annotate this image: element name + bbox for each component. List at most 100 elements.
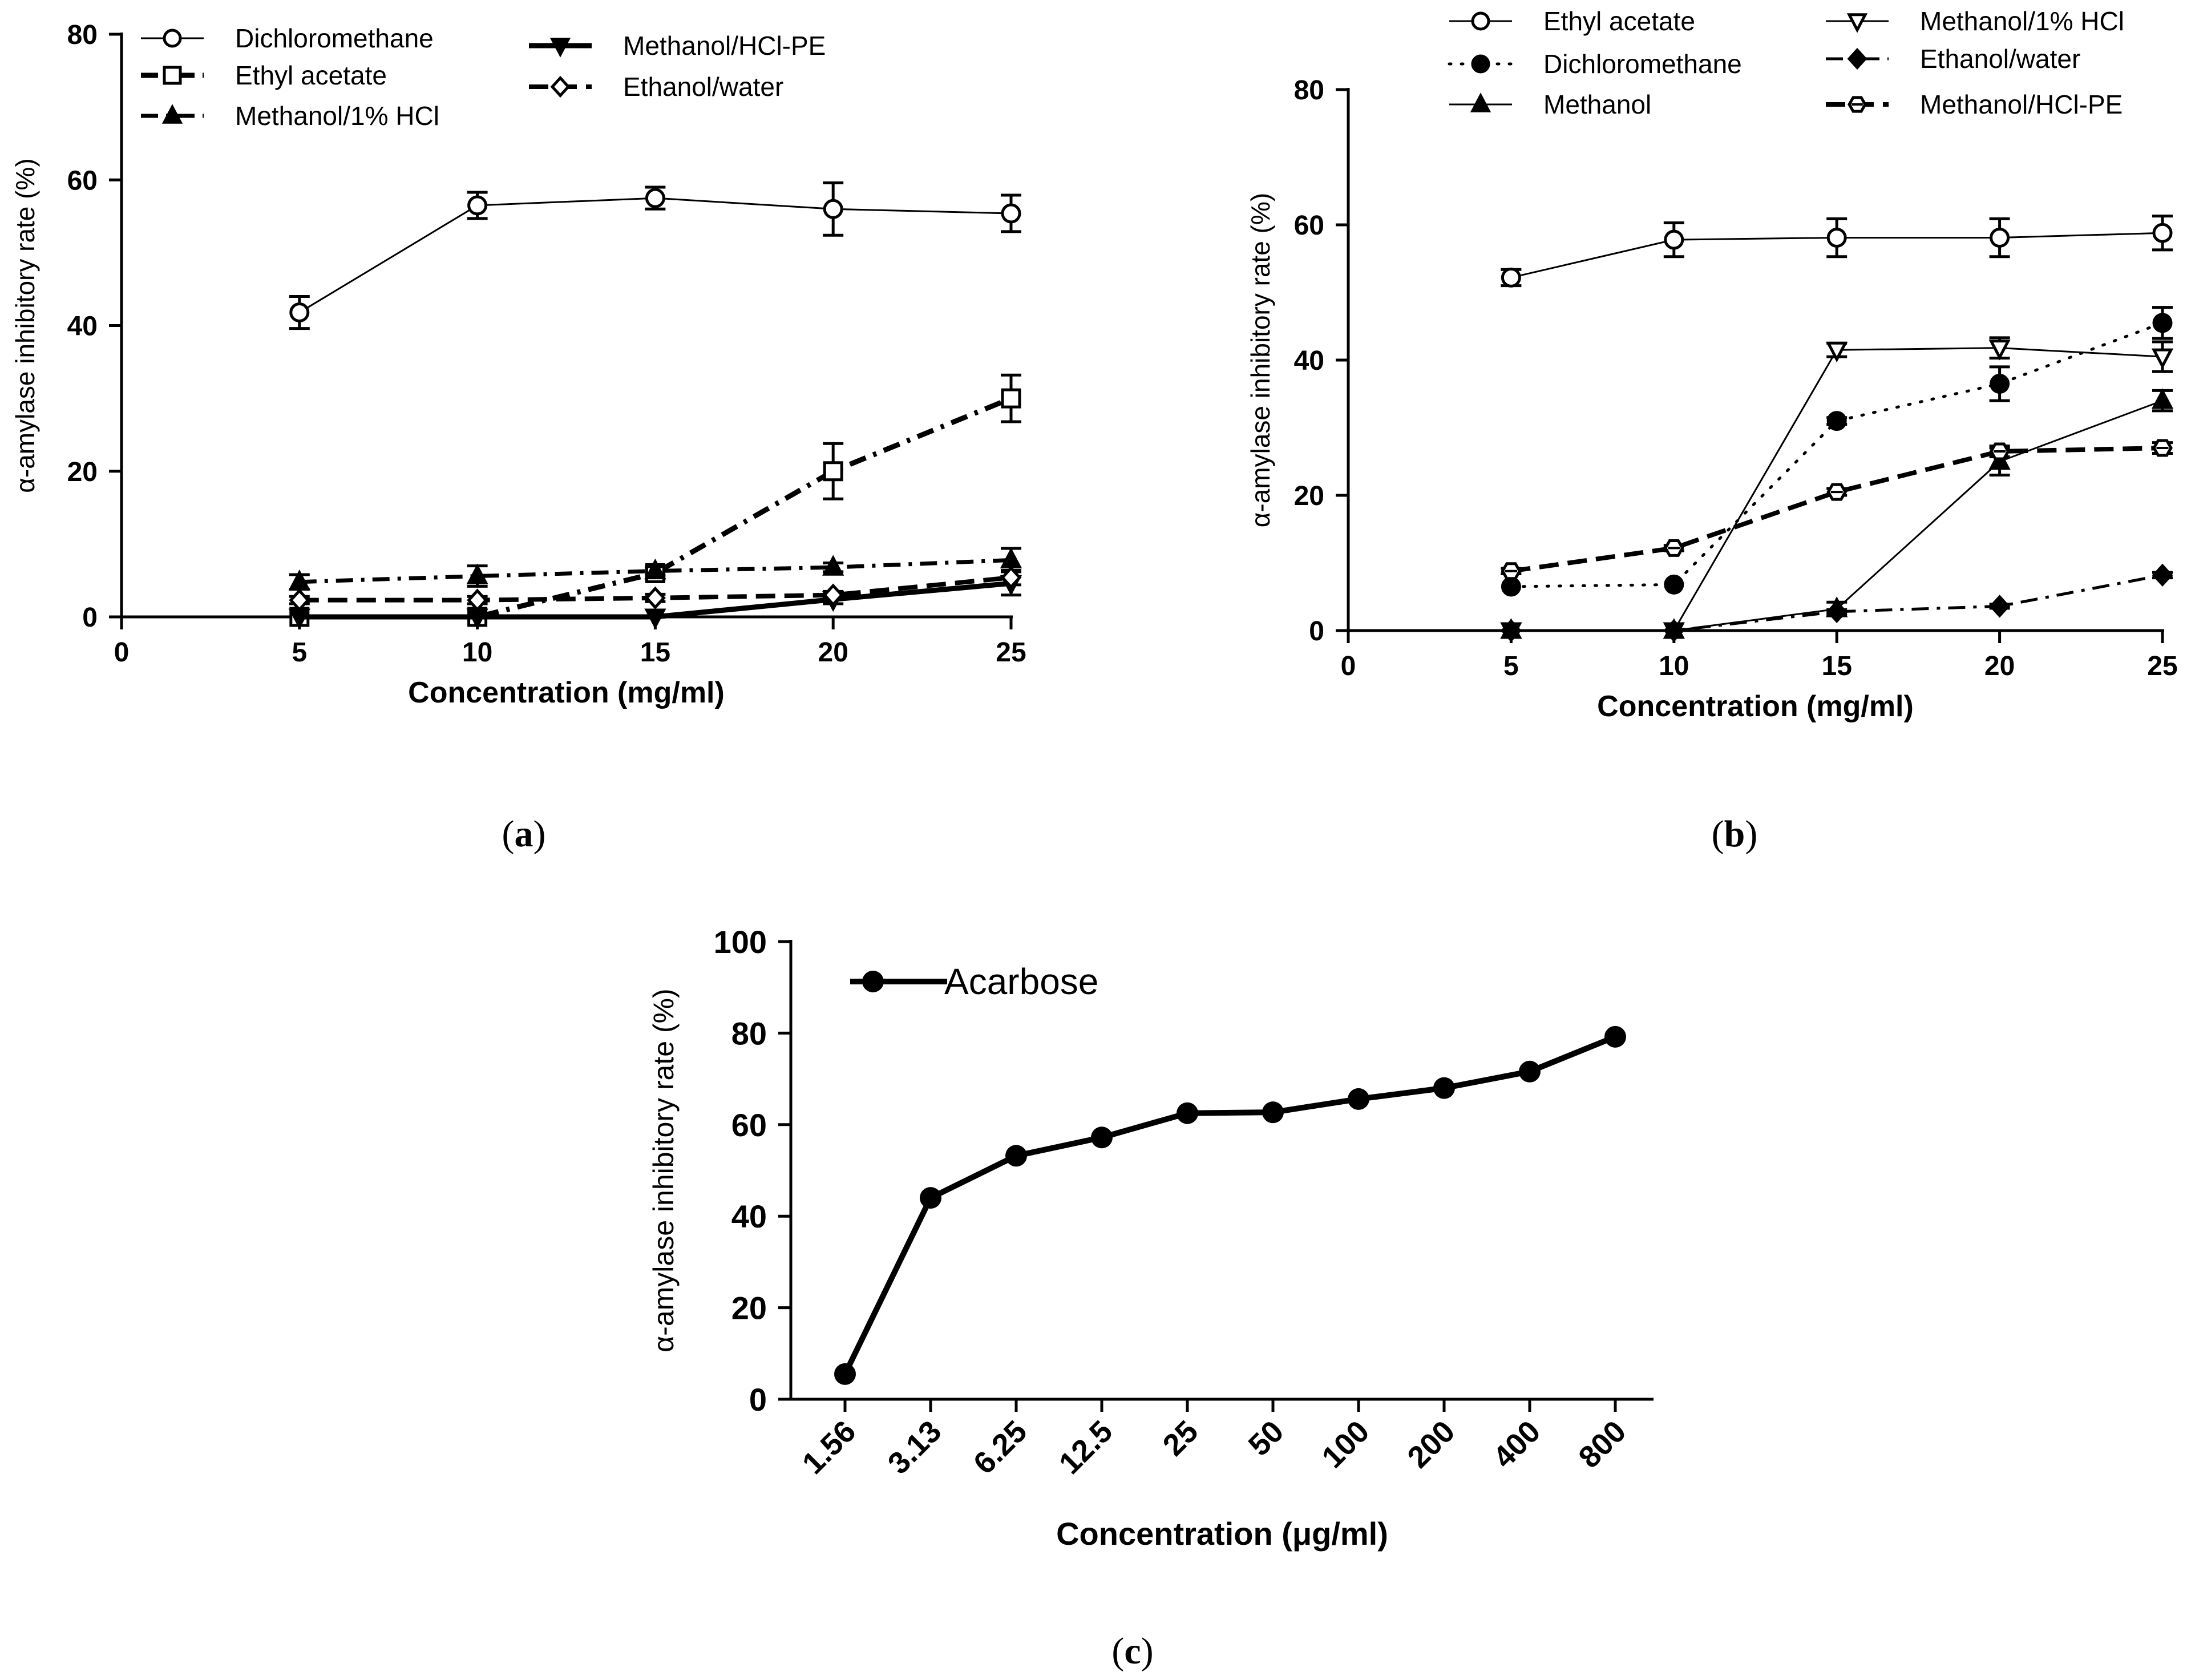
- data-point: [1663, 619, 1685, 643]
- y-tick-label: 40: [1294, 346, 1324, 376]
- y-tick-label: 80: [67, 20, 98, 50]
- legend-label: Methanol/HCl-PE: [1920, 90, 2123, 119]
- x-tick-label: 0: [1341, 651, 1356, 681]
- series-line: [1509, 321, 2164, 588]
- legend-marker: [163, 66, 182, 85]
- x-axis-title: Concentration (mg/ml): [1597, 690, 1914, 723]
- x-tick-label: 20: [818, 637, 848, 668]
- data-point: [467, 588, 488, 612]
- panel-label-open: (: [1712, 813, 1724, 855]
- series-ethyl-acetate: [1501, 215, 2173, 288]
- legend-item-dichloromethane: Dichloromethane: [1448, 49, 1742, 79]
- panel-label: (c): [1111, 1630, 1153, 1672]
- data-point: [834, 1363, 856, 1385]
- x-tick-label: 200: [1401, 1414, 1461, 1475]
- legend-item-methanol-hcl-pe: Methanol/HCl-PE: [1826, 90, 2123, 119]
- y-tick-label: 80: [1294, 75, 1324, 106]
- x-tick-label: 5: [292, 637, 307, 668]
- series-ethanol-water: [1501, 563, 2173, 643]
- legend-marker: [1847, 47, 1867, 70]
- series-methanol-hcl-pe: [1501, 439, 2173, 580]
- x-tick-label: 3.13: [882, 1414, 948, 1481]
- data-point: [645, 188, 665, 208]
- chart-panel-b: 0 20 40 60 80 0 5 10 15 20 25 Concentration (mg/ml)…: [1246, 6, 2178, 855]
- x-tick-label: 10: [1659, 651, 1689, 681]
- legend-marker: [549, 38, 571, 58]
- legend-item-methanol: Methanol: [1449, 90, 1651, 119]
- legend-label: Methanol/HCl-PE: [623, 31, 826, 60]
- data-point: [1604, 1025, 1626, 1048]
- x-tick-label: 100: [1315, 1414, 1376, 1475]
- data-point: [822, 583, 844, 607]
- legend-marker: [1470, 92, 1491, 112]
- series-methanol-1-hcl: [288, 547, 1022, 591]
- legend-label: Methanol/1% HCl: [1920, 6, 2124, 36]
- x-tick-label: 25: [996, 637, 1026, 668]
- data-point: [644, 608, 666, 629]
- data-point: [1664, 229, 1684, 250]
- data-point: [2152, 223, 2173, 243]
- x-axis-title: Concentration (mg/ml): [408, 676, 725, 709]
- x-tick-label: 800: [1572, 1414, 1632, 1475]
- legend-item-ethyl-acetate: Ethyl acetate: [1449, 6, 1695, 36]
- data-point: [1001, 388, 1021, 409]
- legend-marker: [1846, 13, 1868, 33]
- data-point: [467, 195, 488, 216]
- x-tick-label: 5: [1503, 651, 1519, 681]
- data-point: [1988, 340, 2011, 361]
- legend-marker: [550, 75, 571, 98]
- data-point: [1433, 1077, 1455, 1099]
- y-tick-label: 60: [67, 165, 98, 196]
- x-tick-label: 12.5: [1053, 1414, 1119, 1481]
- x-tick-label: 25: [1157, 1414, 1205, 1463]
- data-point: [645, 586, 666, 610]
- legend-marker: [1471, 11, 1490, 31]
- data-point: [1091, 1126, 1113, 1149]
- panel-label-letter: b: [1724, 813, 1745, 855]
- x-tick-label: 10: [462, 637, 492, 668]
- series-acarbose: [834, 1025, 1626, 1385]
- x-tick-label: 25: [2147, 651, 2177, 681]
- legend-label: Dichloromethane: [235, 23, 434, 53]
- legend-item-dichloromethane: Dichloromethane: [141, 23, 434, 53]
- panel-label-close: ): [533, 813, 546, 855]
- data-point: [1501, 576, 1521, 597]
- series-dichloromethane: [1501, 306, 2173, 597]
- panel-label-open: (: [1111, 1630, 1124, 1672]
- data-point: [1664, 574, 1684, 595]
- x-tick-label: 0: [114, 637, 130, 668]
- data-point: [2151, 388, 2174, 409]
- panel-label-letter: c: [1124, 1630, 1141, 1672]
- legend-item-methanol-1-hcl: Methanol/1% HCl: [1826, 6, 2124, 36]
- x-tick-label: 15: [640, 637, 670, 668]
- panel-label-open: (: [502, 813, 515, 855]
- data-point: [1519, 1060, 1541, 1083]
- x-tick-label: 50: [1242, 1414, 1291, 1463]
- y-tick-label: 20: [67, 457, 98, 487]
- data-point: [466, 563, 488, 585]
- data-point: [1826, 341, 1848, 363]
- data-point: [1501, 619, 1522, 643]
- legend-label: Ethanol/water: [1920, 44, 2080, 74]
- legend-item-methanol-1-hcl: Methanol/1% HCl: [141, 101, 439, 131]
- series-line: [1510, 446, 2163, 574]
- x-axis-title: Concentration (μg/ml): [1056, 1516, 1388, 1552]
- data-point: [1348, 1088, 1369, 1110]
- legend-item-methanol-hcl-pe: Methanol/HCl-PE: [529, 31, 826, 60]
- x-tick-label: 6.25: [967, 1414, 1034, 1481]
- y-tick-label: 60: [1294, 211, 1324, 241]
- data-point: [2151, 348, 2174, 369]
- data-point: [1826, 411, 1847, 431]
- data-point: [1177, 1102, 1198, 1124]
- y-tick-label: 0: [749, 1382, 767, 1418]
- legend-label: Ethyl acetate: [1543, 6, 1695, 36]
- series-line: [1511, 399, 2163, 632]
- chart-panel-c: 0 20 40 60 80 100 1.56 3.13 6.25 12.5 25 50 100 200 40…: [648, 924, 1654, 1672]
- y-tick-label: 0: [82, 603, 98, 633]
- x-tick-label: 1.56: [796, 1414, 863, 1481]
- data-point: [2152, 313, 2173, 333]
- legend-label: Dichloromethane: [1543, 49, 1742, 79]
- data-point: [289, 302, 310, 323]
- legend-item-ethyl-acetate: Ethyl acetate: [141, 60, 387, 90]
- data-point: [1005, 1145, 1027, 1167]
